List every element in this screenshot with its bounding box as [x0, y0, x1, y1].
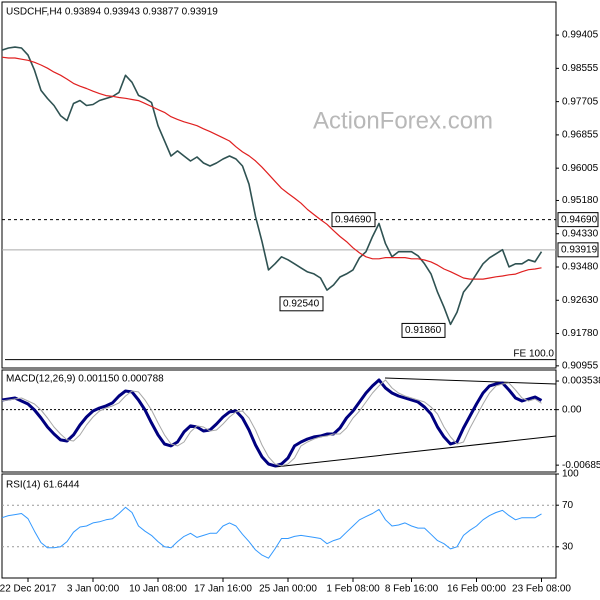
fe-label: FE 100.0	[513, 348, 554, 359]
x-tick-label: 16 Feb 00:00	[447, 584, 506, 595]
x-tick-label: 22 Dec 2017	[0, 584, 57, 595]
y-tick-label: 30	[562, 541, 574, 552]
y-tick-label: 0.96855	[562, 130, 599, 141]
watermark: ActionForex.com	[313, 107, 493, 134]
macd-header: MACD(12,26,9) 0.001150 0.000788	[6, 374, 164, 385]
y-tick-label: 0.98555	[562, 63, 599, 74]
macd-trendline	[274, 435, 557, 468]
y-tick-label: 0.96005	[562, 163, 599, 174]
x-tick-label: 10 Jan 08:00	[129, 584, 187, 595]
price-box	[557, 242, 599, 258]
y-tick-label: 0.99405	[562, 30, 599, 41]
y-tick-label: 0.95180	[562, 195, 599, 206]
y-tick-label: 0.003538	[562, 376, 600, 387]
annotation-box	[401, 322, 446, 338]
x-tick-label: 17 Jan 16:00	[194, 584, 252, 595]
annotation-box	[279, 296, 324, 312]
annotation-label: 0.92540	[283, 298, 320, 309]
series-line	[1, 378, 543, 468]
price-panel	[1, 1, 557, 369]
macd-panel	[1, 369, 557, 473]
y-tick-label: 0.94330	[562, 228, 599, 239]
annotation-label: 0.94690	[335, 214, 372, 225]
y-tick-label: 0.91780	[562, 328, 599, 339]
x-tick-label: 25 Jan 00:00	[259, 584, 317, 595]
series-line	[1, 379, 542, 467]
rsi-panel	[1, 473, 557, 579]
y-tick-label: 0.00	[562, 404, 582, 415]
x-tick-label: 23 Feb 08:00	[512, 584, 571, 595]
y-tick-label: 0.93480	[562, 262, 599, 273]
y-tick-label: 0.97705	[562, 96, 599, 107]
y-tick-label: 70	[562, 500, 574, 511]
x-tick-label: 8 Feb 16:00	[385, 584, 439, 595]
price-box	[557, 212, 599, 228]
series-line	[1, 56, 542, 280]
price-header: USDCHF,H4 0.93894 0.93943 0.93877 0.9391…	[6, 7, 218, 18]
series-line	[1, 506, 542, 559]
annotation-box	[331, 212, 376, 228]
y-tick-label: 0.92630	[562, 295, 599, 306]
x-tick-label: 3 Jan 00:00	[67, 584, 120, 595]
y-tick-label: 100	[562, 469, 579, 480]
y-tick-label: -0.006853	[562, 460, 600, 471]
y-tick-label: 0.90955	[562, 360, 599, 371]
series-line	[1, 46, 543, 326]
x-tick-label: 1 Feb 08:00	[326, 584, 380, 595]
rsi-header: RSI(14) 61.6444	[6, 480, 80, 491]
macd-trendline	[384, 377, 557, 385]
annotation-label: 0.91860	[405, 325, 442, 336]
price-box-label: 0.94690	[561, 214, 598, 225]
price-box-label: 0.93919	[561, 244, 598, 255]
